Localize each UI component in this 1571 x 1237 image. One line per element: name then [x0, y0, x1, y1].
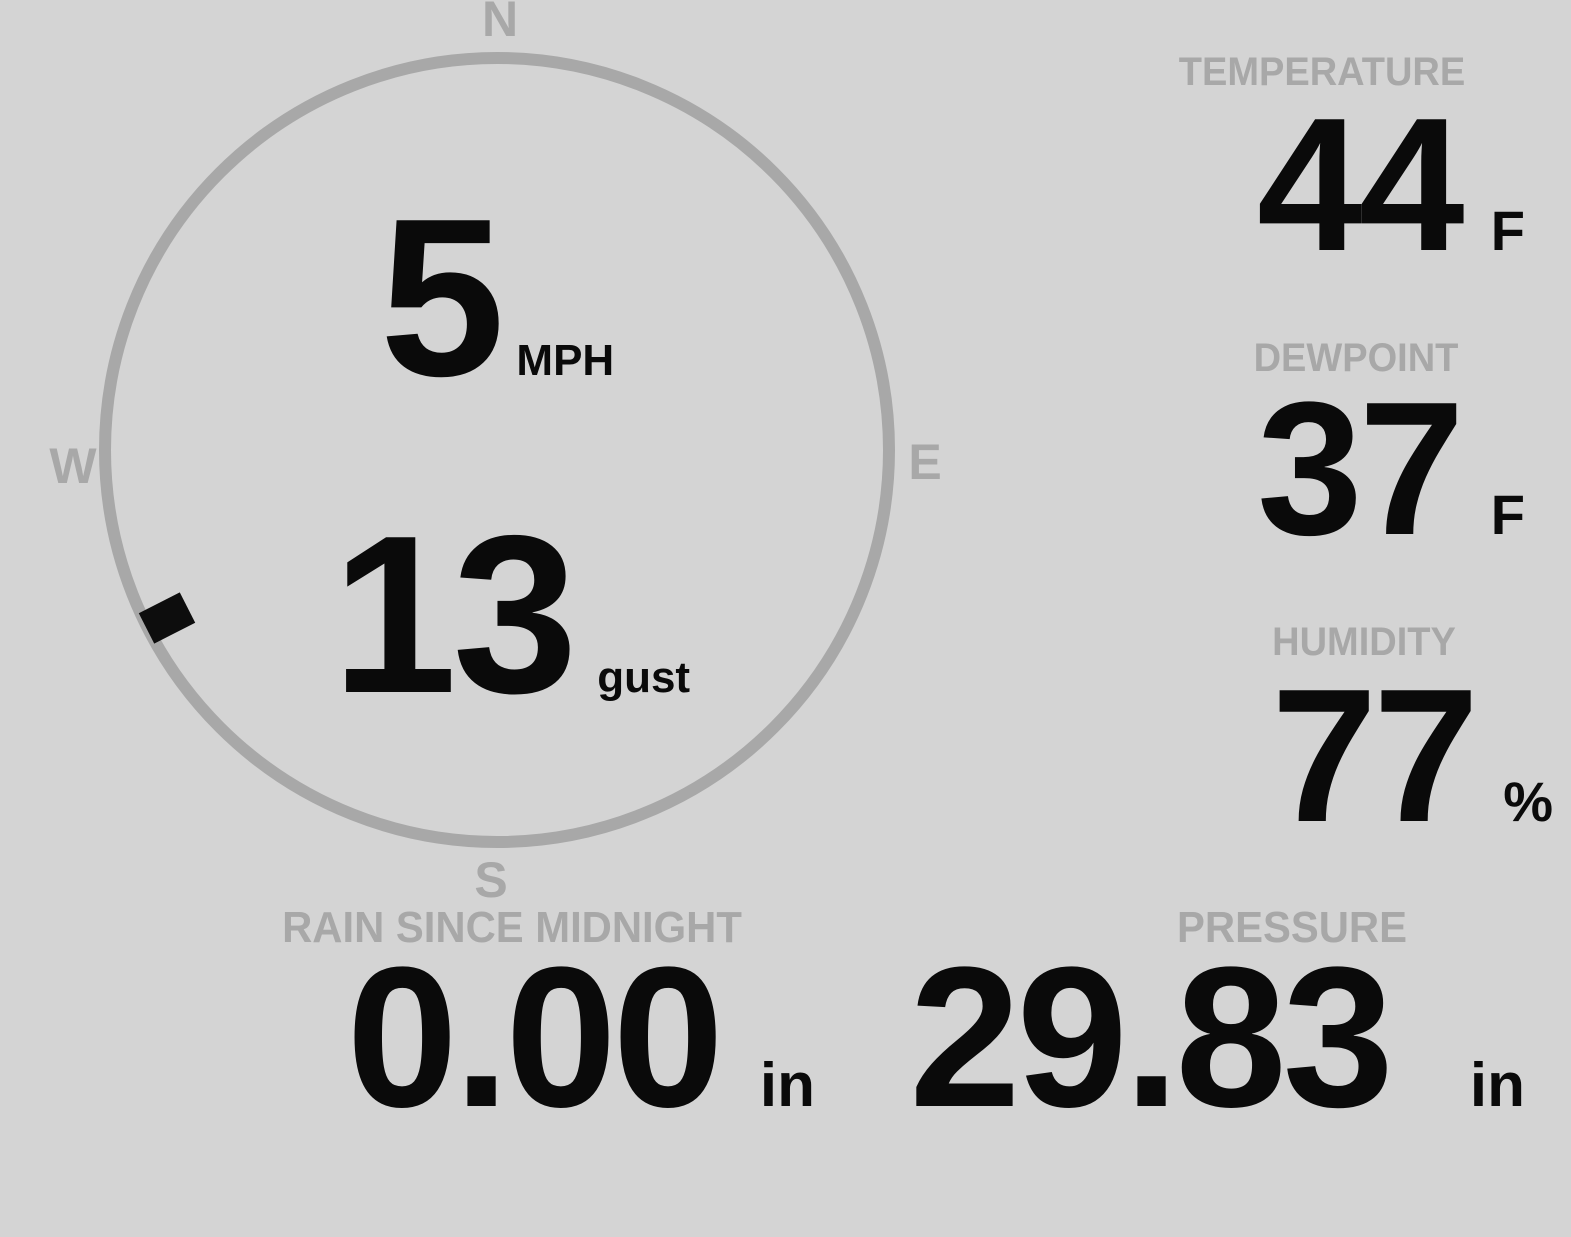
compass-south-label: S [474, 852, 508, 908]
rain-reading: 0.00 in [347, 938, 815, 1138]
humidity-reading: 77 % [1271, 661, 1553, 851]
humidity-unit: % [1503, 770, 1553, 833]
temperature-reading: 44 F [1257, 90, 1525, 280]
rain-value: 0.00 [346, 926, 724, 1149]
humidity-label: HUMIDITY [1272, 620, 1456, 664]
compass-west-label: W [49, 438, 97, 494]
temperature-value: 44 [1257, 79, 1465, 291]
humidity-value: 77 [1271, 650, 1479, 862]
wind-gust-unit: gust [597, 653, 691, 702]
dewpoint-label: DEWPOINT [1253, 336, 1459, 380]
temperature-unit: F [1490, 199, 1525, 262]
pressure-label: PRESSURE [1177, 903, 1407, 952]
rain-since-midnight-label: RAIN SINCE MIDNIGHT [282, 903, 742, 952]
dewpoint-reading: 37 F [1257, 374, 1525, 564]
pressure-reading: 29.83 in [909, 938, 1525, 1138]
wind-speed-unit: MPH [516, 336, 615, 385]
wind-gust-value: 13 [331, 488, 578, 740]
rain-unit: in [759, 1051, 815, 1120]
compass-east-label: E [908, 434, 942, 490]
pressure-value: 29.83 [909, 926, 1393, 1149]
wind-speed: 5 MPH [99, 185, 895, 410]
pressure-unit: in [1469, 1051, 1525, 1120]
dewpoint-value: 37 [1257, 363, 1465, 575]
wind-gust: 13 gust [113, 502, 909, 727]
temperature-label: TEMPERATURE [1178, 50, 1466, 94]
compass-north-label: N [481, 0, 519, 47]
dewpoint-unit: F [1490, 483, 1525, 546]
wind-speed-value: 5 [379, 171, 505, 423]
